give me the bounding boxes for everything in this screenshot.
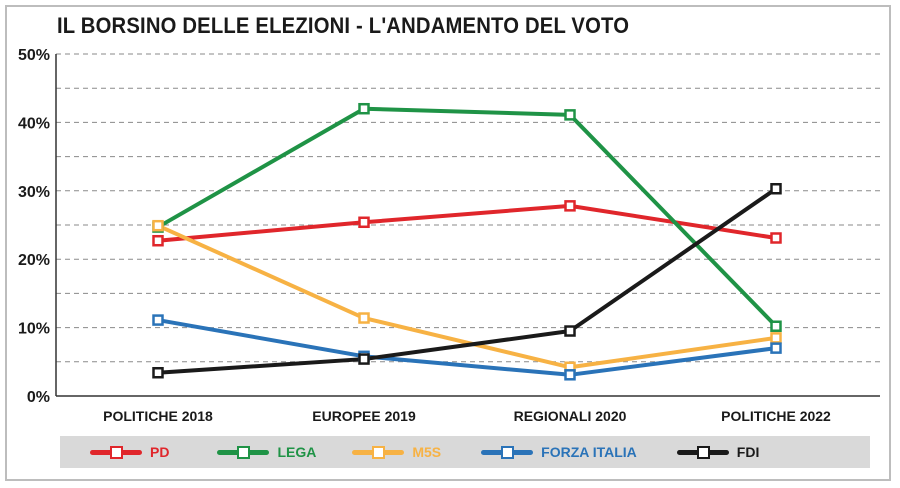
x-tick-label: POLITICHE 2018 (103, 408, 213, 424)
data-point (152, 366, 164, 379)
data-point (564, 109, 576, 121)
chart-title: IL BORSINO DELLE ELEZIONI - L'ANDAMENTO … (57, 13, 630, 38)
data-point (770, 182, 782, 195)
data-point (152, 314, 164, 326)
legend-swatch (217, 443, 270, 461)
legend-item: PD (90, 443, 169, 461)
data-point (358, 312, 370, 324)
y-tick-label: 40% (18, 115, 50, 132)
data-point (564, 200, 576, 212)
legend-item: FDI (676, 443, 760, 461)
legend-swatch (481, 443, 534, 461)
y-tick-label: 10% (18, 321, 50, 338)
legend-label: FDI (736, 444, 760, 460)
series-line-pd (157, 203, 777, 243)
y-tick-label: 30% (18, 184, 50, 201)
legend-swatch (90, 443, 142, 461)
legend-label: LEGA (277, 444, 317, 460)
y-tick-label: 0% (27, 389, 50, 406)
legend-label: PD (150, 444, 170, 460)
legend-swatch (352, 443, 405, 461)
x-tick-label: REGIONALI 2020 (514, 408, 627, 424)
y-tick-label: 50% (18, 47, 50, 64)
series-line-fdi (157, 187, 778, 375)
data-point (358, 216, 370, 229)
data-point (152, 219, 164, 232)
y-tick-label: 20% (18, 252, 50, 269)
data-point (564, 369, 576, 381)
chart-frame (5, 5, 891, 481)
series-line-m5s (157, 223, 777, 370)
legend-label: FORZA ITALIA (541, 444, 637, 460)
legend: PD LEGA M5S FORZA ITALIA FDI (60, 436, 870, 468)
data-point (770, 320, 782, 332)
series-line-lega (157, 106, 778, 328)
data-point (358, 102, 370, 115)
data-point (358, 353, 370, 365)
data-point (770, 342, 782, 354)
data-point (564, 325, 576, 337)
data-point (770, 332, 782, 344)
legend-item: FORZA ITALIA (481, 443, 637, 461)
legend-swatch (676, 443, 729, 461)
legend-item: M5S (352, 443, 441, 461)
series-line-forza-italia (157, 318, 777, 377)
x-tick-label: POLITICHE 2022 (721, 408, 831, 424)
x-tick-label: EUROPEE 2019 (312, 408, 416, 424)
data-point (152, 234, 164, 247)
data-point (770, 232, 782, 244)
legend-label: M5S (412, 444, 442, 460)
legend-item: LEGA (217, 443, 316, 461)
